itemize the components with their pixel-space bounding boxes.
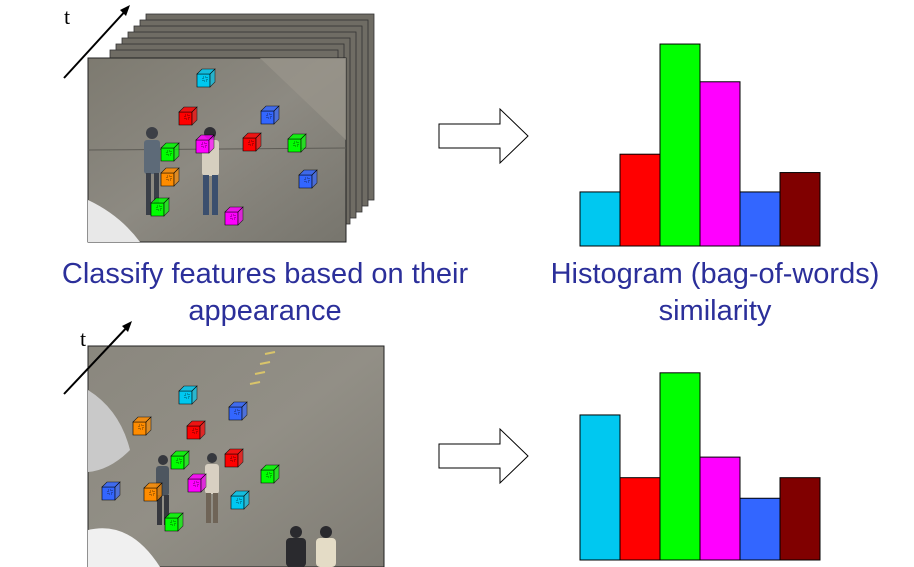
feature-cube-icon <box>178 106 198 126</box>
feature-cube-icon <box>287 133 307 153</box>
histogram-bar-magenta <box>699 456 741 561</box>
histogram-bar-red <box>619 153 661 247</box>
person-left <box>144 127 160 215</box>
caption-right-line1: Histogram (bag-of-words) <box>550 258 880 290</box>
feature-cube-icon <box>195 134 215 154</box>
feature-cubes <box>150 68 318 226</box>
video-volume-top <box>63 5 375 243</box>
feature-cube-icon <box>224 206 244 226</box>
histogram-bar-maroon <box>779 172 821 247</box>
histogram-bar-green <box>659 372 701 561</box>
feature-cube-icon <box>224 448 244 468</box>
feature-cube-icon <box>132 416 152 436</box>
feature-cube-icon <box>143 482 163 502</box>
feature-cube-icon <box>178 385 198 405</box>
feature-cube-icon <box>160 142 180 162</box>
caption-left-line1: Classify features based on their <box>61 258 469 290</box>
time-axis-label-top: t <box>64 4 71 29</box>
caption-histogram-similarity: Histogram (bag-of-words) similarity <box>525 256 905 330</box>
feature-cube-icon <box>170 450 190 470</box>
feature-cube-icon <box>186 420 206 440</box>
hollow-arrow-icon <box>438 107 529 165</box>
feature-cube-icon <box>260 105 280 125</box>
histogram-bar-green <box>659 43 701 247</box>
feature-cube-icon <box>230 490 250 510</box>
histogram-bar-maroon <box>779 477 821 561</box>
feature-cube-icon <box>187 473 207 493</box>
feature-cube-icon <box>164 512 184 532</box>
feature-cubes <box>101 385 280 532</box>
caption-right-line2: similarity <box>658 295 772 327</box>
feature-cube-icon <box>160 167 180 187</box>
caption-classify-features: Classify features based on their appeara… <box>20 256 510 330</box>
histogram-bar-cyan <box>579 414 621 561</box>
histogram-bar-magenta <box>699 81 741 247</box>
histogram-bar-red <box>619 477 661 561</box>
bystanders <box>286 526 336 567</box>
histogram-top <box>579 43 821 247</box>
caption-left-line2: appearance <box>188 295 342 327</box>
histogram-bar-blue <box>739 191 781 247</box>
time-axis-arrow <box>63 323 131 395</box>
person-right <box>205 453 219 523</box>
histogram-bottom <box>579 372 821 561</box>
feature-cube-icon <box>242 132 262 152</box>
time-axis-arrow <box>63 7 129 79</box>
histogram-bar-cyan <box>579 191 621 247</box>
hollow-arrow-icon <box>438 427 529 485</box>
feature-cube-icon <box>150 197 170 217</box>
histogram-bar-blue <box>739 497 781 561</box>
feature-cube-icon <box>298 169 318 189</box>
feature-cube-icon <box>260 464 280 484</box>
feature-cube-icon <box>101 481 121 501</box>
feature-cube-icon <box>196 68 216 88</box>
video-volume-bottom <box>63 321 385 567</box>
feature-cube-icon <box>228 401 248 421</box>
time-axis-label-bottom: t <box>80 326 87 351</box>
